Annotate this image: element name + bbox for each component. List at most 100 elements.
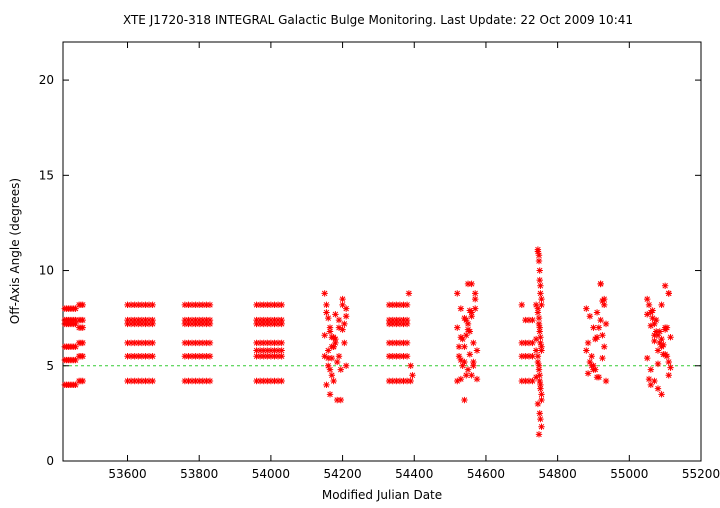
- data-point: [525, 316, 533, 324]
- data-point: [342, 362, 350, 369]
- data-point: [185, 377, 192, 385]
- data-point: [403, 353, 411, 360]
- data-point: [665, 290, 672, 297]
- data-point: [601, 301, 608, 309]
- data-point: [138, 377, 146, 385]
- data-point: [323, 301, 330, 309]
- data-point: [525, 353, 533, 360]
- data-point: [196, 377, 203, 385]
- data-point: [457, 305, 465, 312]
- data-point: [274, 339, 282, 347]
- data-point: [135, 301, 142, 309]
- data-point: [124, 316, 131, 324]
- data-point: [181, 301, 189, 309]
- data-point: [522, 377, 529, 385]
- data-point: [256, 353, 264, 360]
- data-point: [326, 328, 334, 335]
- data-point: [393, 353, 400, 360]
- data-point: [522, 316, 529, 324]
- data-point: [389, 320, 396, 328]
- data-point: [393, 339, 400, 347]
- y-tick-label: 0: [46, 454, 54, 468]
- data-point: [454, 324, 461, 331]
- x-axis-label: Modified Julian Date: [322, 488, 442, 502]
- data-point: [337, 396, 344, 404]
- data-point: [267, 347, 275, 354]
- data-point: [72, 320, 79, 328]
- data-point: [660, 341, 667, 349]
- data-point: [536, 267, 543, 274]
- data-point: [396, 339, 404, 347]
- data-point: [652, 328, 660, 335]
- data-point: [537, 415, 544, 423]
- data-point: [274, 316, 282, 324]
- data-point: [203, 301, 210, 309]
- data-point: [260, 377, 267, 385]
- data-point: [661, 282, 669, 289]
- data-point: [586, 313, 594, 320]
- y-tick-label: 20: [39, 73, 54, 87]
- data-point: [341, 320, 348, 328]
- data-point: [529, 353, 536, 360]
- data-point: [271, 301, 278, 309]
- data-point: [253, 320, 260, 328]
- data-point: [253, 377, 260, 385]
- data-point: [597, 316, 604, 324]
- data-point: [264, 339, 271, 347]
- data-point: [471, 305, 479, 312]
- data-point: [188, 320, 196, 328]
- data-point: [267, 320, 275, 328]
- data-point: [652, 316, 660, 324]
- data-point: [593, 309, 601, 316]
- data-point: [135, 377, 142, 385]
- data-point: [647, 366, 655, 373]
- data-point: [599, 332, 606, 339]
- data-point: [267, 339, 275, 347]
- data-point: [466, 351, 474, 358]
- data-point: [385, 339, 393, 347]
- data-point: [145, 301, 153, 309]
- data-point: [138, 339, 146, 347]
- data-point: [342, 313, 350, 320]
- data-point: [407, 362, 414, 369]
- x-tick-label: 53800: [180, 467, 218, 481]
- data-point: [537, 334, 544, 341]
- data-point: [206, 353, 214, 360]
- data-point: [651, 337, 658, 345]
- data-point: [124, 301, 131, 309]
- data-point: [667, 334, 674, 341]
- data-point: [385, 353, 393, 360]
- data-point: [464, 366, 472, 373]
- data-point: [274, 353, 282, 360]
- data-point: [656, 339, 663, 347]
- data-point: [396, 353, 404, 360]
- data-point: [79, 301, 86, 309]
- data-point: [457, 356, 465, 364]
- axis-ticks: 53600 53800 54000 54200 54400 54600 54800 55000…: [39, 42, 720, 481]
- data-point: [203, 320, 210, 328]
- data-point: [131, 301, 138, 309]
- data-point: [267, 316, 275, 324]
- y-axis-label: Off-Axis Angle (degrees): [8, 178, 22, 324]
- data-point: [149, 339, 156, 347]
- data-point: [72, 316, 79, 324]
- data-point: [454, 290, 461, 297]
- data-point: [471, 295, 479, 303]
- data-point: [79, 353, 86, 360]
- data-point: [321, 353, 328, 360]
- data-point: [602, 320, 610, 328]
- data-point: [256, 347, 264, 354]
- data-point: [525, 339, 533, 347]
- data-point: [278, 347, 285, 354]
- data-point: [473, 347, 481, 354]
- data-point: [127, 339, 135, 347]
- data-point: [403, 339, 411, 347]
- data-point: [192, 339, 199, 347]
- data-point: [188, 339, 196, 347]
- data-point: [595, 324, 603, 331]
- data-point: [135, 353, 142, 360]
- data-point: [403, 377, 411, 385]
- data-point: [274, 377, 282, 385]
- data-point: [586, 358, 594, 366]
- data-point: [72, 305, 79, 312]
